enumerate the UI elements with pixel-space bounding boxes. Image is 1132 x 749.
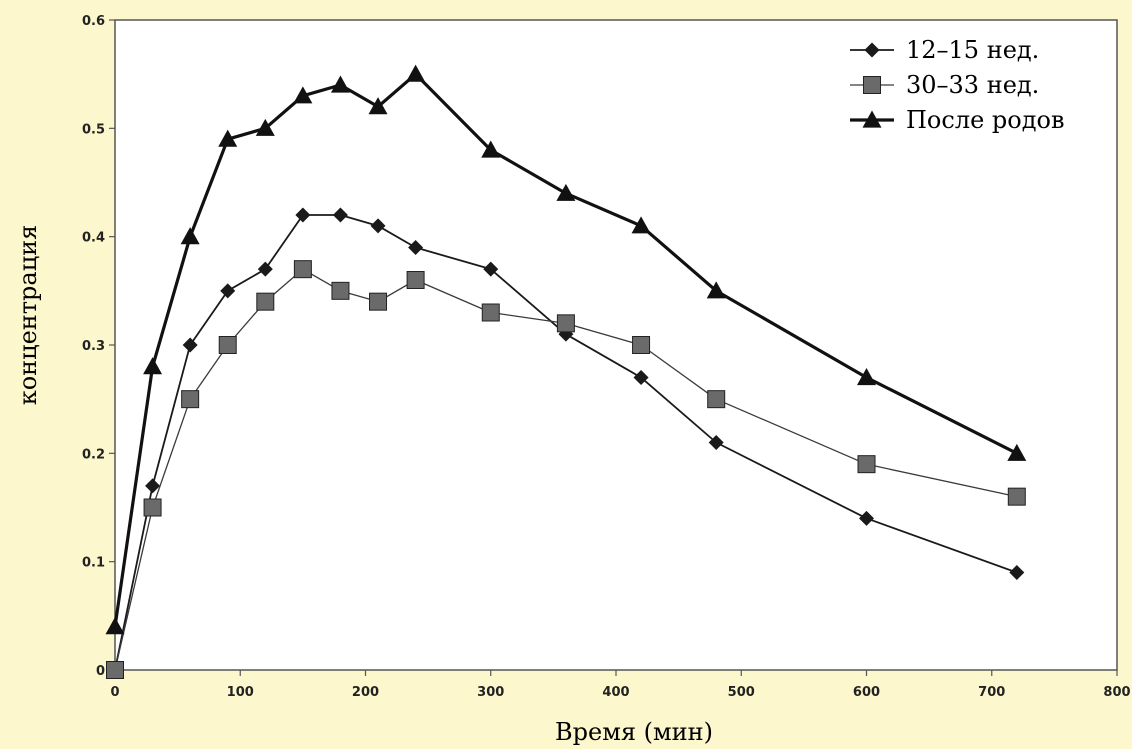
data-point — [406, 64, 426, 82]
data-point — [483, 261, 499, 277]
legend-label: После родов — [906, 106, 1064, 134]
data-point — [181, 390, 200, 409]
y-tick-label: 0.5 — [82, 122, 105, 137]
x-axis-title: Время (мин) — [555, 718, 713, 746]
data-point — [481, 303, 500, 322]
series-layer — [105, 64, 1027, 679]
data-point — [406, 271, 425, 289]
data-point — [369, 292, 388, 311]
data-point — [481, 140, 501, 158]
data-point — [218, 336, 237, 354]
data-point — [332, 207, 348, 223]
data-point — [708, 435, 724, 450]
y-tick-label: 0.4 — [82, 231, 105, 246]
data-point — [255, 118, 275, 136]
legend-item: 12–15 нед. — [850, 36, 1039, 64]
x-tick-label: 600 — [853, 685, 880, 700]
legend: 12–15 нед. 30–33 нед. После родов — [850, 36, 1064, 134]
data-point — [370, 218, 386, 234]
data-point — [331, 281, 350, 300]
data-point — [293, 260, 312, 279]
series-3 — [105, 64, 1027, 635]
data-point — [105, 617, 125, 635]
legend-item: 30–33 нед. — [850, 71, 1039, 99]
data-point — [1009, 565, 1025, 580]
legend-marker — [862, 110, 882, 128]
legend-item: После родов — [850, 106, 1064, 134]
data-point — [295, 207, 311, 223]
data-point — [257, 261, 273, 277]
data-point — [143, 498, 162, 517]
data-point — [293, 86, 313, 104]
legend-marker — [863, 76, 881, 94]
data-point — [408, 240, 424, 255]
y-axis-title: концентрация — [14, 225, 42, 406]
x-tick-label: 100 — [227, 685, 254, 700]
data-point — [556, 314, 575, 333]
data-point — [857, 368, 876, 386]
data-point — [256, 292, 275, 311]
y-tick-label: 0 — [96, 664, 105, 679]
data-point — [631, 216, 651, 234]
x-tick-label: 500 — [728, 685, 755, 700]
x-tick-label: 300 — [477, 685, 504, 700]
data-point — [220, 283, 236, 299]
data-point — [633, 370, 649, 385]
data-point — [1007, 443, 1027, 461]
plot-area — [114, 19, 1118, 671]
x-tick-label: 400 — [602, 685, 629, 700]
y-tick-label: 0.1 — [82, 556, 105, 571]
data-point — [180, 227, 200, 245]
data-point — [707, 390, 726, 409]
x-tick-label: 200 — [352, 685, 379, 700]
x-axis: 0 100 200 300 400 500 600 700 800 — [110, 670, 1131, 700]
data-point — [859, 510, 874, 526]
data-point — [368, 97, 388, 115]
data-point — [143, 357, 163, 375]
data-point — [1007, 487, 1026, 506]
x-tick-label: 0 — [110, 685, 119, 700]
data-point — [145, 478, 161, 494]
data-point — [556, 183, 576, 201]
data-point — [706, 281, 726, 299]
legend-label: 30–33 нед. — [906, 71, 1039, 99]
data-point — [182, 337, 198, 353]
data-point — [857, 455, 876, 474]
y-tick-label: 0.2 — [82, 447, 105, 462]
y-tick-label: 0.6 — [82, 14, 105, 29]
x-tick-label: 800 — [1103, 685, 1130, 700]
legend-marker — [864, 42, 880, 58]
data-point — [330, 75, 350, 93]
legend-label: 12–15 нед. — [906, 36, 1039, 64]
y-tick-label: 0.3 — [82, 339, 105, 354]
data-point — [106, 661, 124, 679]
data-point — [218, 129, 238, 147]
y-axis: 0 0.1 0.2 0.3 0.4 0.5 0.6 — [82, 14, 115, 679]
data-point — [632, 336, 651, 354]
series-2 — [106, 260, 1026, 679]
x-tick-label: 700 — [978, 685, 1005, 700]
